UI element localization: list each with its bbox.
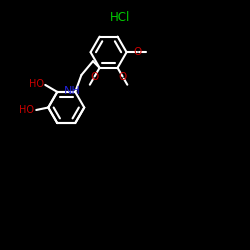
Text: O: O bbox=[133, 47, 141, 57]
Text: HO: HO bbox=[20, 105, 34, 115]
Text: NH: NH bbox=[64, 86, 80, 96]
Text: HO: HO bbox=[28, 80, 44, 90]
Text: HCl: HCl bbox=[110, 11, 130, 24]
Text: O: O bbox=[119, 72, 127, 82]
Text: O: O bbox=[90, 72, 98, 82]
